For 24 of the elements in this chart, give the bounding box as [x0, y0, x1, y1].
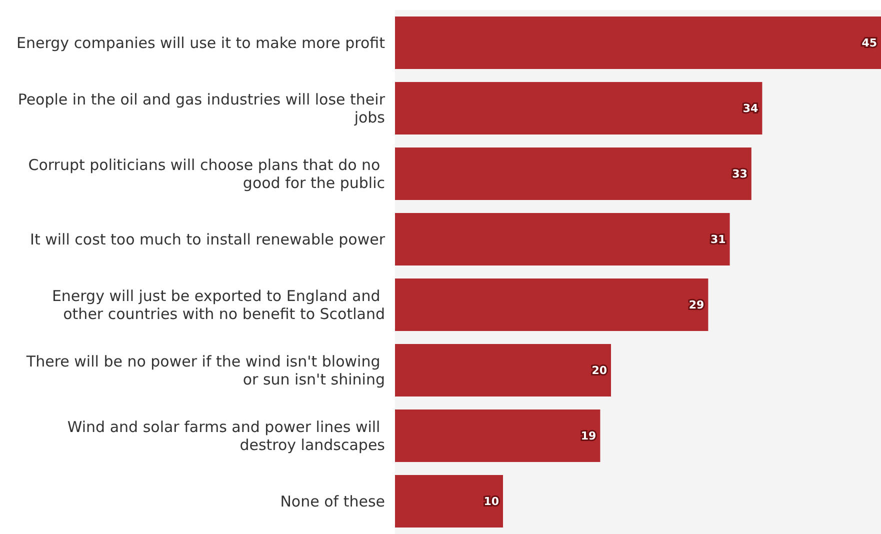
- y-tick-label: It will cost too much to install renewable power: [30, 230, 386, 248]
- y-tick-label: There will be no power if the wind isn't blowing or sun isn't shining: [25, 352, 385, 388]
- bar: [395, 410, 600, 462]
- data-label: 29: [688, 298, 704, 312]
- y-tick-label: None of these: [280, 492, 385, 510]
- bar: [395, 148, 752, 200]
- data-label: 19: [580, 429, 596, 442]
- y-tick-label: Energy companies will use it to make more profit: [16, 34, 386, 52]
- y-tick-label: Corrupt politicians will choose plans that do no good for the public: [28, 156, 385, 192]
- bar: [395, 344, 611, 396]
- data-label: 31: [710, 232, 726, 246]
- y-tick-label: People in the oil and gas industries will lose their jobs: [18, 90, 386, 126]
- bar: [395, 213, 730, 266]
- y-tick-label: Wind and solar farms and power lines will destroy landscapes: [67, 418, 386, 454]
- bar: [395, 475, 503, 528]
- y-tick-label: Energy will just be exported to England and other countries with no benefit to Scotland: [52, 286, 385, 323]
- data-label: 34: [742, 102, 759, 115]
- data-label: 20: [592, 364, 608, 377]
- data-label: 45: [862, 36, 877, 50]
- data-label: 10: [484, 494, 500, 508]
- data-label: 33: [732, 167, 748, 180]
- bar: [395, 16, 881, 69]
- bar: [395, 82, 762, 134]
- bar: [395, 278, 708, 331]
